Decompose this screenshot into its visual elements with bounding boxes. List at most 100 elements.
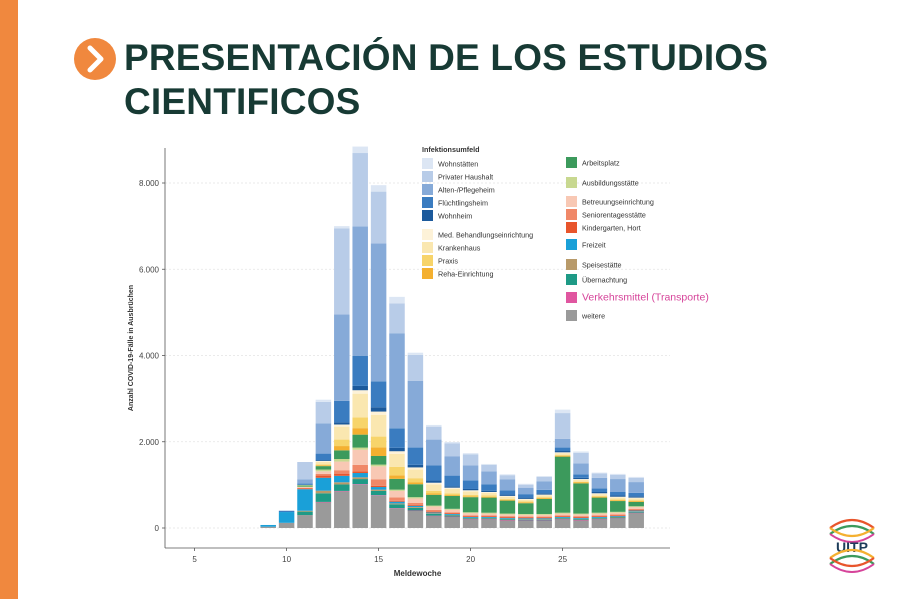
bar-segment — [573, 481, 589, 483]
bar-segment — [407, 510, 424, 512]
bar-segment — [536, 495, 552, 498]
bar-segment — [536, 498, 552, 499]
bar-segment — [315, 399, 332, 402]
bar-segment — [370, 490, 387, 496]
legend-label: Krankenhaus — [438, 244, 481, 253]
slide-title: PRESENTACIÓN DE LOS ESTUDIOS CIENTIFICOS — [124, 36, 824, 124]
bar-segment — [370, 464, 387, 467]
bar-segment — [462, 517, 479, 518]
bar-segment — [518, 519, 534, 521]
bar-segment — [628, 512, 644, 514]
bar-segment — [315, 466, 332, 470]
bar-segment — [352, 355, 368, 386]
bar-segment — [591, 497, 608, 513]
bar-segment — [518, 516, 534, 518]
bar-segment — [334, 482, 350, 485]
bar-segment — [573, 479, 589, 482]
bar-segment — [407, 507, 424, 508]
bar-segment — [499, 520, 516, 528]
bar-segment — [444, 513, 460, 514]
bar-segment — [554, 519, 571, 528]
legend-swatch — [422, 197, 433, 208]
bar-segment — [444, 456, 460, 476]
slide-title-line-1: PRESENTACIÓN DE LOS ESTUDIOS — [124, 37, 769, 78]
bar-segment — [628, 498, 644, 501]
bar-segment — [628, 510, 644, 512]
bar-segment — [554, 512, 571, 514]
bar-segment — [315, 475, 332, 478]
bar-segment — [628, 508, 644, 510]
bar-segment — [297, 485, 313, 487]
bar-segment — [352, 479, 368, 485]
legend-swatch — [422, 158, 433, 169]
y-tick-label: 8.000 — [139, 179, 160, 188]
bar-segment — [591, 472, 608, 474]
bar-segment — [610, 518, 626, 528]
bar-segment — [481, 516, 497, 518]
bar-segment — [370, 479, 387, 486]
legend-swatch — [422, 210, 433, 221]
bar-segment — [518, 520, 534, 528]
bar-segment — [315, 469, 332, 472]
bar-segment — [334, 450, 350, 459]
legend-swatch — [422, 242, 433, 253]
bar-segment — [628, 476, 644, 478]
bar-segment — [499, 518, 516, 520]
bar-segment — [591, 519, 608, 528]
bar-segment — [334, 470, 350, 474]
legend-label: Med. Behandlungseinrichtung — [438, 231, 533, 240]
bar-segment — [334, 426, 350, 440]
bar-segment — [352, 471, 368, 474]
bar-segment — [426, 465, 442, 481]
bar-segment — [370, 411, 387, 416]
bar-segment — [536, 520, 552, 528]
legend-header: Infektionsumfeld — [422, 145, 480, 154]
bar-segment — [352, 447, 368, 450]
bar-segment — [554, 438, 571, 448]
bar-segment — [518, 520, 534, 521]
bar-segment — [315, 501, 332, 503]
bar-segment — [554, 516, 571, 518]
bar-segment — [554, 413, 571, 439]
chevron-right-icon — [74, 38, 116, 80]
bar-segment — [573, 514, 589, 517]
bar-segment — [370, 495, 387, 496]
bar-segment — [444, 509, 460, 513]
bar-segment — [315, 465, 332, 467]
bar-segment — [591, 491, 608, 494]
bar-segment — [334, 314, 350, 401]
bar-segment — [370, 495, 387, 528]
bar-segment — [573, 513, 589, 515]
bar-segment — [518, 517, 534, 519]
bar-segment — [444, 475, 460, 487]
bar-segment — [462, 517, 479, 519]
bar-segment — [462, 515, 479, 517]
bar-segment — [444, 486, 460, 488]
legend-label: Wohnheim — [438, 212, 472, 221]
slide-title-line-2: CIENTIFICOS — [124, 81, 361, 122]
bar-segment — [334, 228, 350, 315]
bar-segment — [462, 518, 479, 520]
bar-segment — [591, 493, 608, 495]
bar-segment — [260, 526, 276, 528]
bar-segment — [444, 495, 460, 496]
bar-segment — [481, 492, 497, 496]
bar-segment — [389, 333, 405, 429]
bar-segment — [462, 495, 479, 497]
legend-label: Speisestätte — [582, 261, 622, 270]
bar-segment — [610, 517, 626, 519]
bar-segment — [518, 497, 534, 499]
bar-segment — [628, 506, 644, 508]
bar-segment — [334, 490, 350, 492]
bar-segment — [426, 513, 442, 516]
bar-segment — [573, 474, 589, 478]
bar-segment — [610, 518, 626, 519]
bar-segment — [426, 484, 442, 491]
bar-segment — [610, 491, 626, 496]
bar-segment — [462, 519, 479, 520]
bar-segment — [481, 515, 497, 517]
bar-segment — [352, 477, 368, 480]
x-tick-label: 15 — [374, 555, 383, 564]
bar-segment — [628, 500, 644, 502]
bar-segment — [315, 473, 332, 476]
